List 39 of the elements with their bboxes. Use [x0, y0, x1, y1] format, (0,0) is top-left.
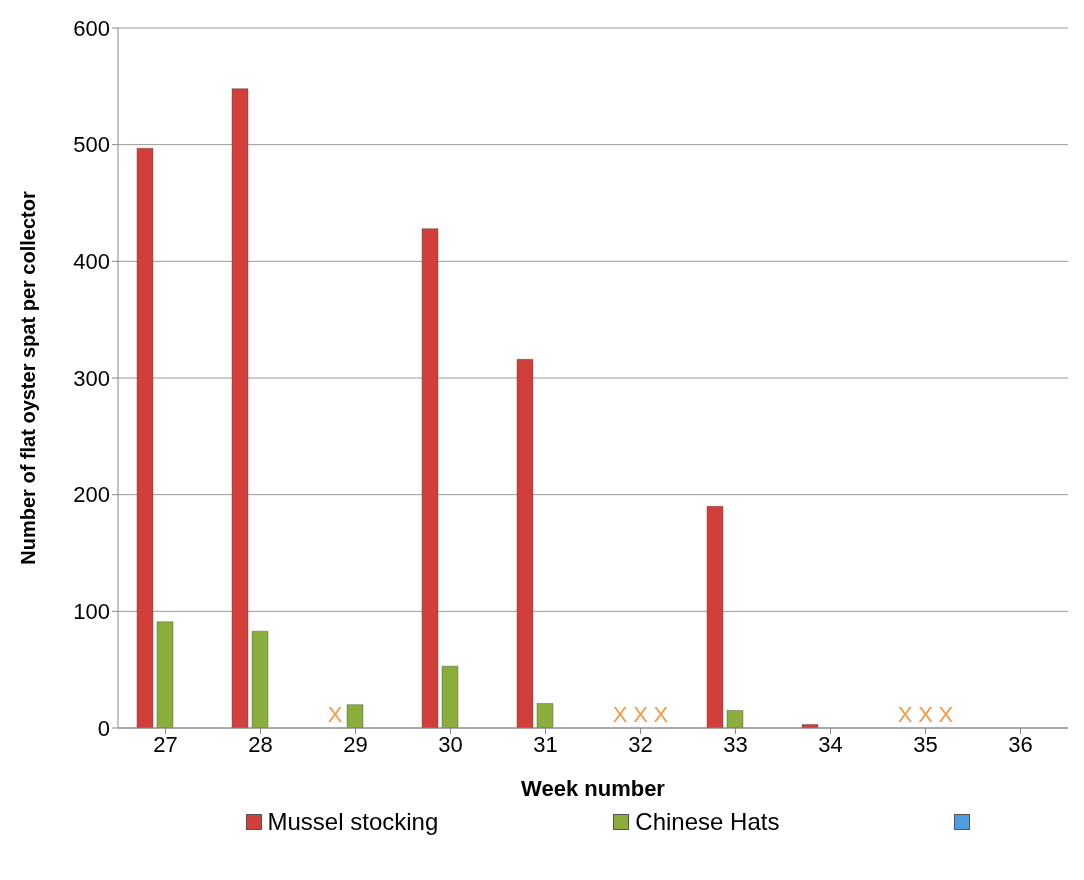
x-tick-label: 29	[343, 731, 368, 757]
bar	[726, 710, 744, 728]
y-tick-label: 500	[73, 132, 110, 158]
bar	[136, 147, 154, 728]
annotation: X	[918, 702, 933, 727]
x-tick-label: 33	[723, 731, 748, 757]
x-tick-label: 28	[248, 731, 273, 757]
bar	[421, 228, 439, 728]
bar	[346, 704, 364, 728]
bar	[706, 506, 724, 728]
x-tick-label: 27	[153, 731, 178, 757]
legend-label: Mussel stocking	[267, 808, 439, 836]
bar	[231, 88, 249, 728]
x-tick-label: 30	[438, 731, 463, 757]
y-axis-title: Number of flat oyster spat per collector	[17, 191, 40, 565]
annotation: X	[897, 702, 913, 727]
x-tick-label: 31	[533, 731, 558, 757]
y-tick-label: 200	[73, 482, 110, 508]
bar	[441, 665, 459, 728]
annotation: X	[612, 702, 628, 727]
bar	[156, 621, 174, 728]
x-axis-title: Week number	[521, 776, 666, 801]
x-tick-label: 32	[628, 731, 653, 757]
x-tick-label: 34	[818, 731, 843, 757]
annotation: X	[326, 702, 344, 728]
x-tick-label: 36	[1008, 731, 1033, 757]
y-tick-label: 100	[73, 599, 110, 625]
legend-label: Chinese Hats	[635, 808, 780, 836]
y-tick-label: 600	[73, 15, 110, 41]
y-tick-label: 300	[73, 365, 110, 391]
bar	[536, 703, 554, 728]
bar	[251, 630, 269, 728]
annotation: X	[653, 702, 669, 727]
annotation: X	[938, 702, 954, 727]
y-tick-label: 0	[97, 715, 110, 741]
annotation: X	[633, 702, 648, 727]
x-tick-label: 35	[913, 731, 938, 757]
bar	[516, 359, 534, 728]
y-tick-label: 400	[73, 249, 110, 275]
